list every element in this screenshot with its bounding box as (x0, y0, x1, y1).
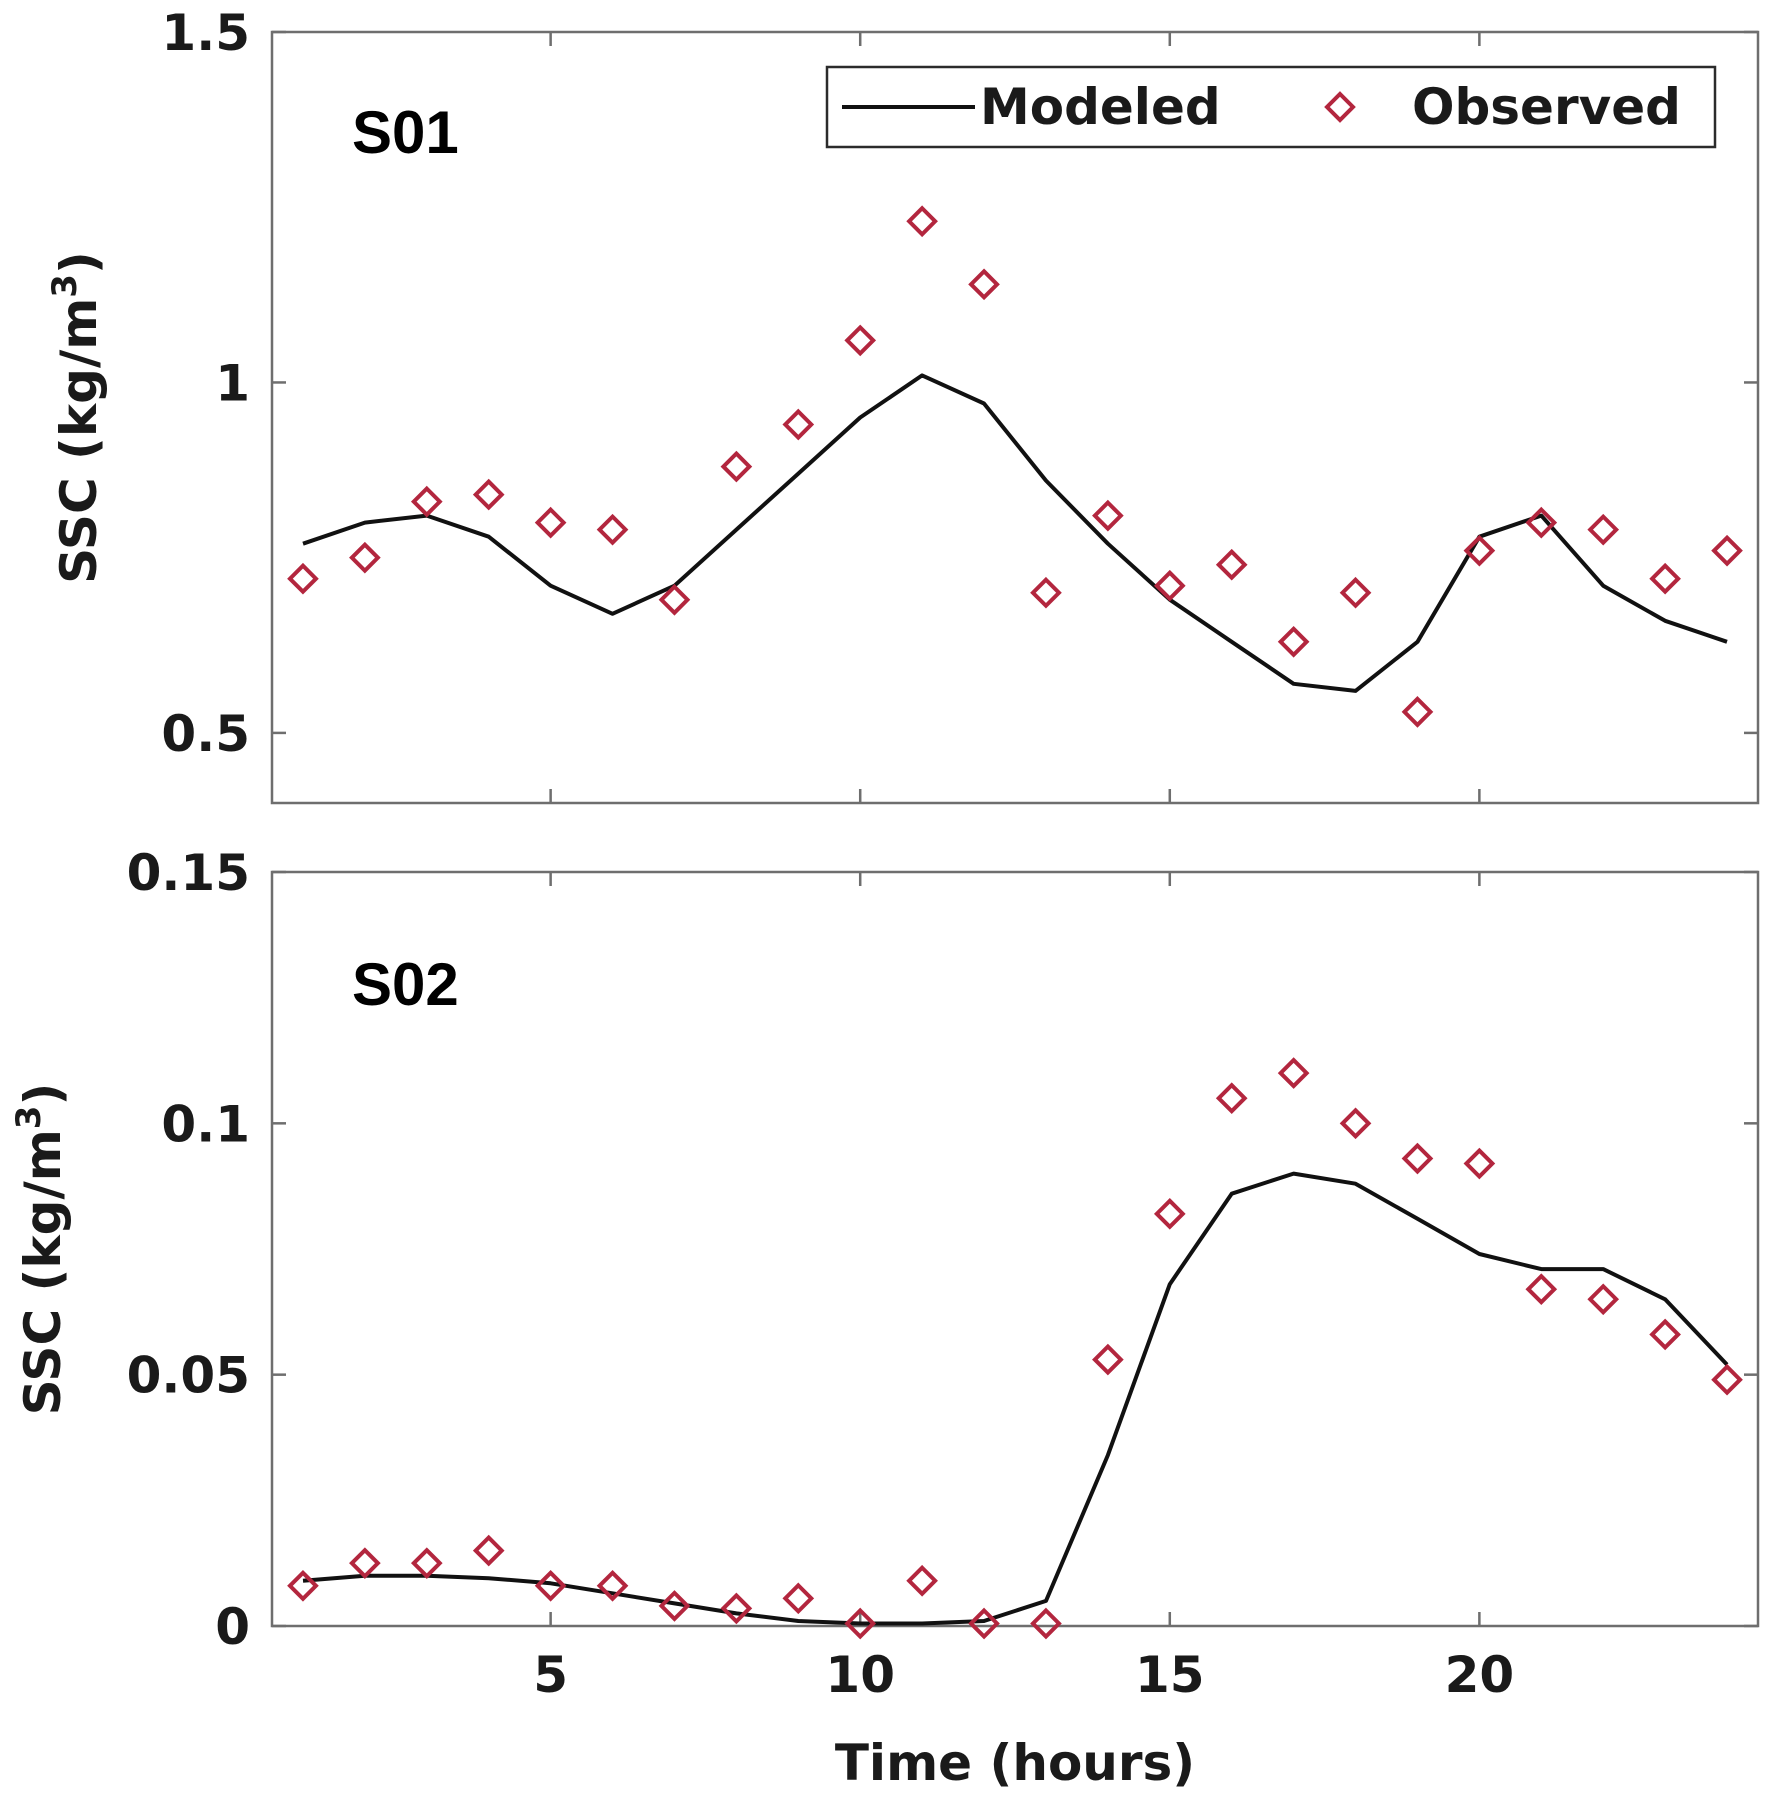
y-axis-label-1: SSC (kg/m3) (45, 251, 108, 584)
panel-label-1: S01 (352, 99, 459, 166)
observed-point-1 (782, 408, 815, 441)
observed-point-2 (1401, 1142, 1434, 1175)
observed-point-2 (658, 1590, 691, 1622)
observed-point-2 (1153, 1197, 1186, 1230)
observed-point-1 (1092, 499, 1124, 532)
observed-point-1 (349, 541, 381, 574)
observed-point-1 (1525, 506, 1558, 539)
observed-point-1 (1277, 625, 1310, 658)
observed-point-2 (410, 1547, 443, 1579)
x-axis-label: Time (hours) (835, 1734, 1195, 1792)
plot-frame-1 (270, 30, 1760, 805)
y-tick-label-1: 1.5 (161, 4, 250, 62)
observed-point-1 (287, 562, 319, 595)
observed-point-1 (1030, 576, 1062, 609)
observed-point-2 (906, 1564, 938, 1597)
observed-point-1 (906, 205, 938, 238)
y-axis-label-2: SSC (kg/m3) (9, 1083, 72, 1416)
plot-frame-2 (270, 870, 1760, 1628)
y-tick-label-2: 0 (215, 1598, 250, 1656)
observed-point-2 (287, 1569, 319, 1602)
modeled-line-2 (302, 1171, 1729, 1626)
observed-point-2 (782, 1582, 815, 1615)
observed-point-2 (968, 1607, 1000, 1640)
observed-point-2 (844, 1607, 877, 1640)
observed-point-2 (1339, 1107, 1372, 1140)
observed-point-1 (968, 268, 1000, 301)
observed-point-1 (410, 485, 443, 518)
legend-observed-label: Observed (1412, 78, 1681, 136)
observed-point-1 (1587, 513, 1620, 546)
panel-s01: 0.5 1 1.5 SSC (kg/m3) S01 Modeled Observed (45, 4, 1760, 805)
observed-point-1 (1401, 696, 1434, 728)
observed-point-2 (1463, 1147, 1496, 1180)
observed-point-2 (1649, 1318, 1681, 1351)
x-tick-label-2: 20 (1445, 1646, 1515, 1704)
observed-point-2 (1215, 1082, 1248, 1115)
observed-point-2 (720, 1592, 753, 1625)
observed-point-1 (1711, 534, 1743, 567)
y-tick-label-1: 0.5 (161, 705, 250, 763)
observed-point-2 (1030, 1607, 1062, 1640)
observed-point-1 (1649, 562, 1681, 595)
observed-point-1 (596, 513, 629, 546)
observed-point-2 (596, 1569, 629, 1602)
legend-observed-swatch (1324, 91, 1356, 123)
y-tick-label-2: 0.1 (161, 1095, 250, 1153)
observed-point-1 (1463, 534, 1496, 567)
observed-point-1 (1153, 569, 1186, 602)
observed-point-1 (1339, 576, 1372, 609)
y-tick-label-2: 0.05 (127, 1347, 250, 1405)
y-tick-label-2: 0.15 (127, 844, 250, 902)
x-tick-label-2: 15 (1135, 1646, 1205, 1704)
observed-point-1 (472, 478, 505, 511)
observed-point-2 (349, 1547, 381, 1579)
observed-point-1 (658, 583, 691, 616)
x-tick-label-2: 10 (825, 1646, 895, 1704)
observed-point-2 (1525, 1273, 1558, 1306)
observed-point-2 (1587, 1283, 1620, 1316)
observed-point-2 (1277, 1057, 1310, 1089)
legend: Modeled Observed (825, 65, 1717, 149)
panel-s02: 5 10 15 20 0 0.05 0.1 0.15 SSC (kg/m3) Time (hour… (9, 844, 1760, 1792)
observed-point-1 (844, 324, 877, 357)
observed-point-2 (1092, 1343, 1124, 1376)
observed-point-2 (472, 1534, 505, 1567)
panel-label-2: S02 (352, 951, 459, 1018)
modeled-line-1 (302, 373, 1728, 693)
legend-modeled-label: Modeled (980, 78, 1221, 136)
observed-point-1 (1215, 548, 1248, 581)
observed-point-2 (534, 1569, 567, 1602)
x-tick-label-2: 5 (533, 1646, 568, 1704)
observed-point-2 (1711, 1363, 1743, 1396)
observed-point-1 (720, 450, 753, 483)
y-tick-label-1: 1 (215, 354, 250, 412)
observed-point-1 (534, 506, 567, 539)
